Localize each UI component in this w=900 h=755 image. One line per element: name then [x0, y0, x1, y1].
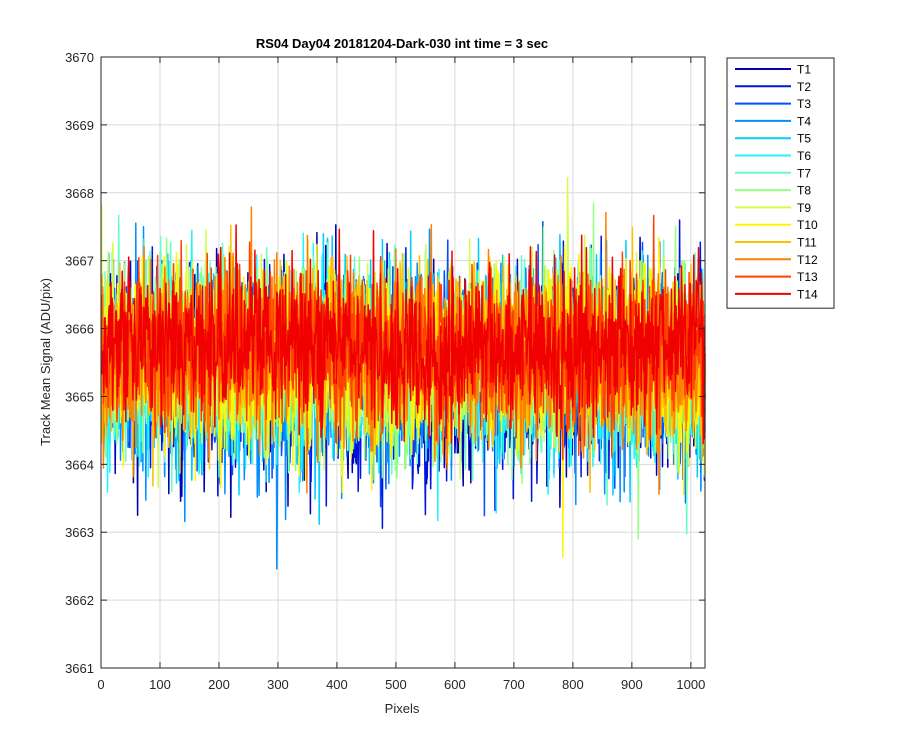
- y-tick-label: 3661: [65, 661, 94, 676]
- legend-label: T14: [797, 287, 818, 301]
- legend-label: T7: [797, 166, 811, 180]
- x-tick-label: 600: [444, 677, 466, 692]
- legend-entry-t7: T7: [735, 166, 811, 180]
- x-tick-label: 500: [385, 677, 407, 692]
- legend-entry-t6: T6: [735, 149, 811, 163]
- legend-label: T1: [797, 63, 811, 77]
- series-lines: [100, 176, 706, 570]
- plot-area: 0 100 200 300 400 500 600 700 800 900 1000 3661 3662…: [65, 50, 706, 692]
- legend-label: T13: [797, 270, 818, 284]
- legend: T1 T2 T3 T4 T5 T6 T7 T8 T9 T10 T11 T12 T13 T14: [726, 57, 835, 309]
- ticks: 0 100 200 300 400 500 600 700 800 900 1000 3661 3662…: [65, 50, 705, 692]
- legend-label: T12: [797, 253, 818, 267]
- y-tick-label: 3664: [65, 457, 94, 472]
- x-tick-label: 300: [267, 677, 289, 692]
- x-tick-label: 400: [326, 677, 348, 692]
- y-tick-label: 3667: [65, 254, 94, 269]
- legend-label: T4: [797, 114, 811, 128]
- legend-entry-t10: T10: [735, 218, 818, 232]
- legend-label: T8: [797, 184, 811, 198]
- legend-entry-t9: T9: [735, 201, 811, 215]
- y-tick-label: 3665: [65, 389, 94, 404]
- legend-entry-t13: T13: [735, 270, 818, 284]
- x-tick-label: 800: [562, 677, 584, 692]
- y-tick-label: 3669: [65, 118, 94, 133]
- axes-frame: [100, 56, 706, 669]
- y-tick-label: 3663: [65, 525, 94, 540]
- x-axis-label: Pixels: [385, 701, 420, 716]
- legend-label: T9: [797, 201, 811, 215]
- x-tick-label: 900: [621, 677, 643, 692]
- x-tick-label: 0: [97, 677, 104, 692]
- legend-label: T11: [797, 236, 817, 250]
- x-tick-label: 100: [149, 677, 171, 692]
- series-line-t14: [100, 224, 706, 445]
- x-tick-label: 700: [503, 677, 525, 692]
- y-tick-label: 3662: [65, 593, 94, 608]
- legend-box: [726, 57, 835, 309]
- legend-items: T1 T2 T3 T4 T5 T6 T7 T8 T9 T10 T11 T12 T13 T14: [735, 63, 818, 301]
- legend-entry-t12: T12: [735, 253, 818, 267]
- legend-entry-t8: T8: [735, 184, 811, 198]
- y-tick-label: 3668: [65, 186, 94, 201]
- y-tick-label: 3670: [65, 50, 94, 65]
- legend-label: T2: [797, 80, 811, 94]
- x-tick-label: 1000: [676, 677, 705, 692]
- x-tick-label: 200: [208, 677, 230, 692]
- legend-entry-t14: T14: [735, 287, 818, 301]
- legend-label: T10: [797, 218, 818, 232]
- legend-label: T5: [797, 132, 811, 146]
- legend-entry-t5: T5: [735, 132, 811, 146]
- legend-entry-t11: T11: [735, 236, 817, 250]
- legend-label: T3: [797, 97, 811, 111]
- y-tick-label: 3666: [65, 322, 94, 337]
- legend-entry-t4: T4: [735, 114, 811, 128]
- chart-title: RS04 Day04 20181204-Dark-030 int time = …: [256, 36, 548, 51]
- legend-entry-t2: T2: [735, 80, 811, 94]
- y-axis-label: Track Mean Signal (ADU/pix): [38, 278, 53, 446]
- legend-entry-t3: T3: [735, 97, 811, 111]
- legend-entry-t1: T1: [735, 63, 811, 77]
- legend-label: T6: [797, 149, 811, 163]
